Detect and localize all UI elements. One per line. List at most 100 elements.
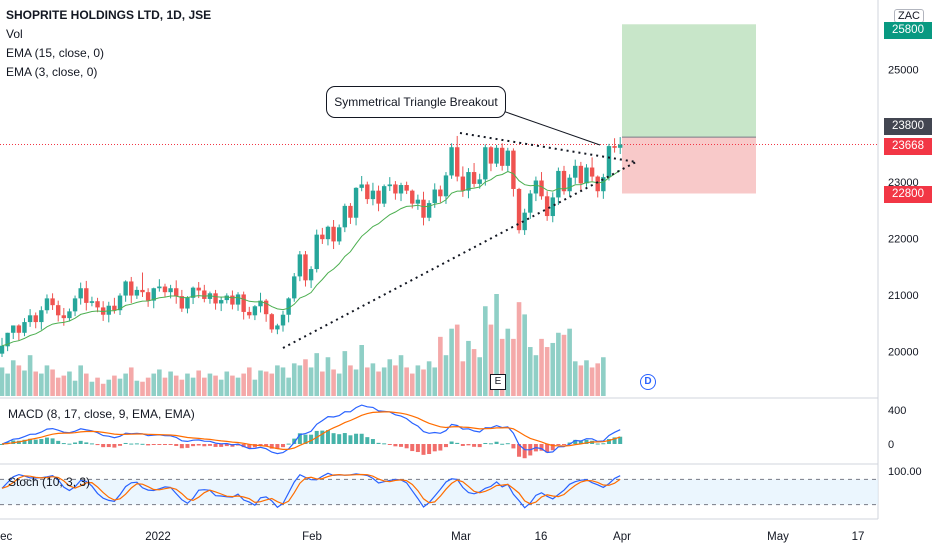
volume-bar — [381, 367, 387, 396]
candle-body — [286, 298, 291, 315]
candle-body — [567, 177, 572, 192]
macd-histogram-bar — [140, 443, 145, 445]
macd-histogram-bar — [427, 444, 432, 455]
price-axis-label: 22000 — [888, 234, 919, 246]
macd-histogram-bar — [578, 441, 583, 444]
candle-body — [140, 289, 145, 293]
volume-bar — [95, 377, 100, 396]
candle-body — [443, 175, 449, 197]
candle-body — [325, 226, 331, 240]
volume-bar — [151, 373, 157, 396]
volume-bar — [516, 302, 522, 396]
candle-body — [426, 203, 432, 218]
volume-bar — [325, 357, 331, 396]
macd-histogram-bar — [73, 442, 78, 444]
candle-body — [471, 172, 477, 184]
dividend-marker[interactable]: D — [640, 374, 656, 390]
macd-histogram-bar — [410, 444, 415, 452]
candle-body — [117, 295, 123, 311]
macd-histogram-bar — [174, 444, 179, 446]
symbol-title: SHOPRITE HOLDINGS LTD, 1D, JSE — [6, 8, 212, 22]
triangle-support-line — [282, 161, 637, 349]
volume-bar — [539, 338, 544, 396]
candle-body — [196, 287, 201, 291]
candle-body — [179, 296, 185, 309]
macd-histogram-bar — [393, 444, 398, 447]
date-axis-label: 17 — [852, 531, 865, 543]
macd-histogram-bar — [146, 444, 151, 446]
candle-body — [533, 180, 539, 194]
candle-body — [185, 297, 190, 309]
volume-bar — [556, 332, 561, 396]
macd-histogram-bar — [264, 444, 269, 447]
stoch-d-line — [1, 473, 621, 505]
volume-bar — [342, 351, 348, 396]
stoch-label: Stoch (10, 3, 3) — [8, 475, 91, 489]
volume-bar — [404, 367, 409, 396]
macd-histogram-bar — [61, 443, 66, 445]
volume-bar — [477, 357, 482, 396]
candle-body — [292, 276, 297, 299]
candle-body — [578, 165, 584, 184]
currency-badge[interactable]: ZAC — [894, 9, 924, 23]
macd-histogram-bar — [354, 433, 359, 444]
macd-histogram-bar — [22, 439, 27, 444]
stoch-band — [0, 479, 878, 505]
volume-bar — [499, 338, 505, 396]
candle-body — [106, 305, 111, 315]
volume-bar — [308, 367, 314, 396]
macd-histogram-bar — [460, 444, 465, 446]
volume-bar — [432, 367, 438, 396]
candle-body — [241, 294, 246, 312]
volume-bar — [471, 349, 477, 396]
macd-histogram-bar — [404, 444, 409, 449]
price-axis-label: 21000 — [888, 290, 919, 302]
macd-histogram-bar — [123, 442, 128, 444]
macd-histogram-bar — [247, 444, 252, 449]
volume-bar — [578, 365, 584, 396]
volume-bar — [50, 369, 55, 396]
signal-line — [1, 411, 621, 451]
candle-body — [556, 170, 561, 198]
candle-body — [432, 189, 437, 204]
date-axis-label: May — [767, 531, 789, 543]
volume-bar — [157, 369, 162, 396]
candle-body — [438, 189, 443, 197]
annotation-callout[interactable]: Symmetrical Triangle Breakout — [326, 86, 506, 118]
target-zone — [622, 24, 756, 138]
volume-bar — [398, 355, 404, 396]
volume-bar — [44, 365, 50, 396]
candle-body — [449, 147, 454, 176]
candle-body — [528, 193, 533, 213]
volume-bar — [488, 324, 494, 396]
macd-histogram-bar — [157, 444, 162, 445]
candle-body — [320, 234, 325, 240]
candle-body — [297, 254, 303, 277]
volume-bar — [387, 359, 393, 396]
candle-body — [348, 205, 353, 218]
macd-histogram-bar — [162, 444, 167, 445]
candle-body — [275, 325, 280, 330]
price-tag-target: 25800 — [884, 22, 932, 39]
macd-histogram-bar — [56, 440, 61, 444]
earnings-marker[interactable]: E — [490, 374, 506, 390]
volume-bar — [5, 373, 10, 396]
candle-body — [39, 310, 44, 323]
macd-histogram-bar — [67, 443, 72, 445]
candle-body — [370, 190, 376, 200]
candle-body — [573, 165, 578, 178]
volume-bar — [483, 306, 488, 396]
volume-bar — [207, 373, 213, 396]
volume-bar — [460, 361, 466, 396]
macd-histogram-bar — [84, 442, 89, 444]
macd-histogram-bar — [477, 444, 482, 448]
candle-body — [387, 184, 392, 187]
candle-body — [421, 199, 426, 218]
macd-histogram-bar — [539, 444, 544, 451]
volume-bar — [527, 347, 533, 396]
volume-bar — [280, 367, 286, 396]
volume-bar — [584, 360, 589, 396]
callout-pointer — [499, 109, 601, 146]
volume-bar — [72, 380, 78, 396]
